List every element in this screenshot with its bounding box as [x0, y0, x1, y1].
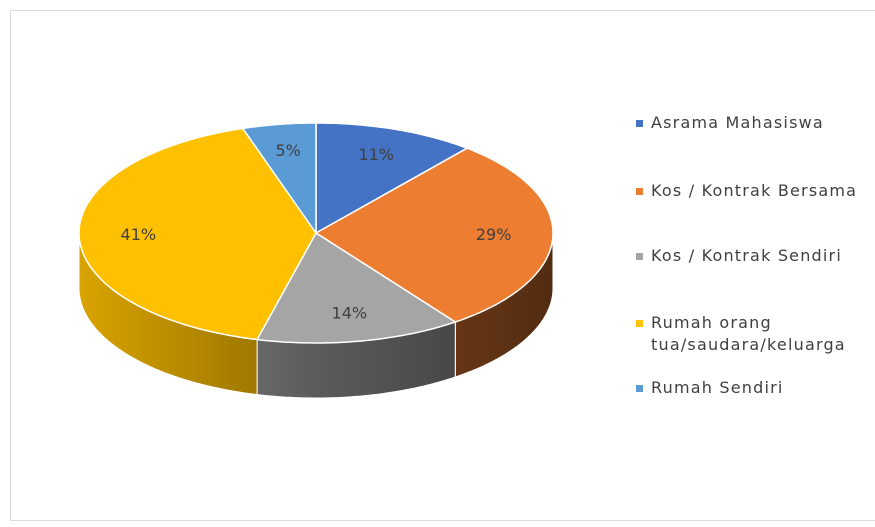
pie-slice — [315, 122, 469, 235]
data-label: 41% — [121, 225, 157, 244]
data-label: 14% — [332, 304, 368, 323]
chart-border — [10, 10, 875, 521]
data-label: 29% — [476, 225, 512, 244]
pie-slice — [314, 147, 554, 323]
data-label: 5% — [275, 141, 300, 160]
pie-slice — [78, 127, 317, 341]
pie-slice — [255, 231, 458, 344]
pie-slice — [241, 122, 317, 236]
data-label: 11% — [358, 145, 394, 164]
